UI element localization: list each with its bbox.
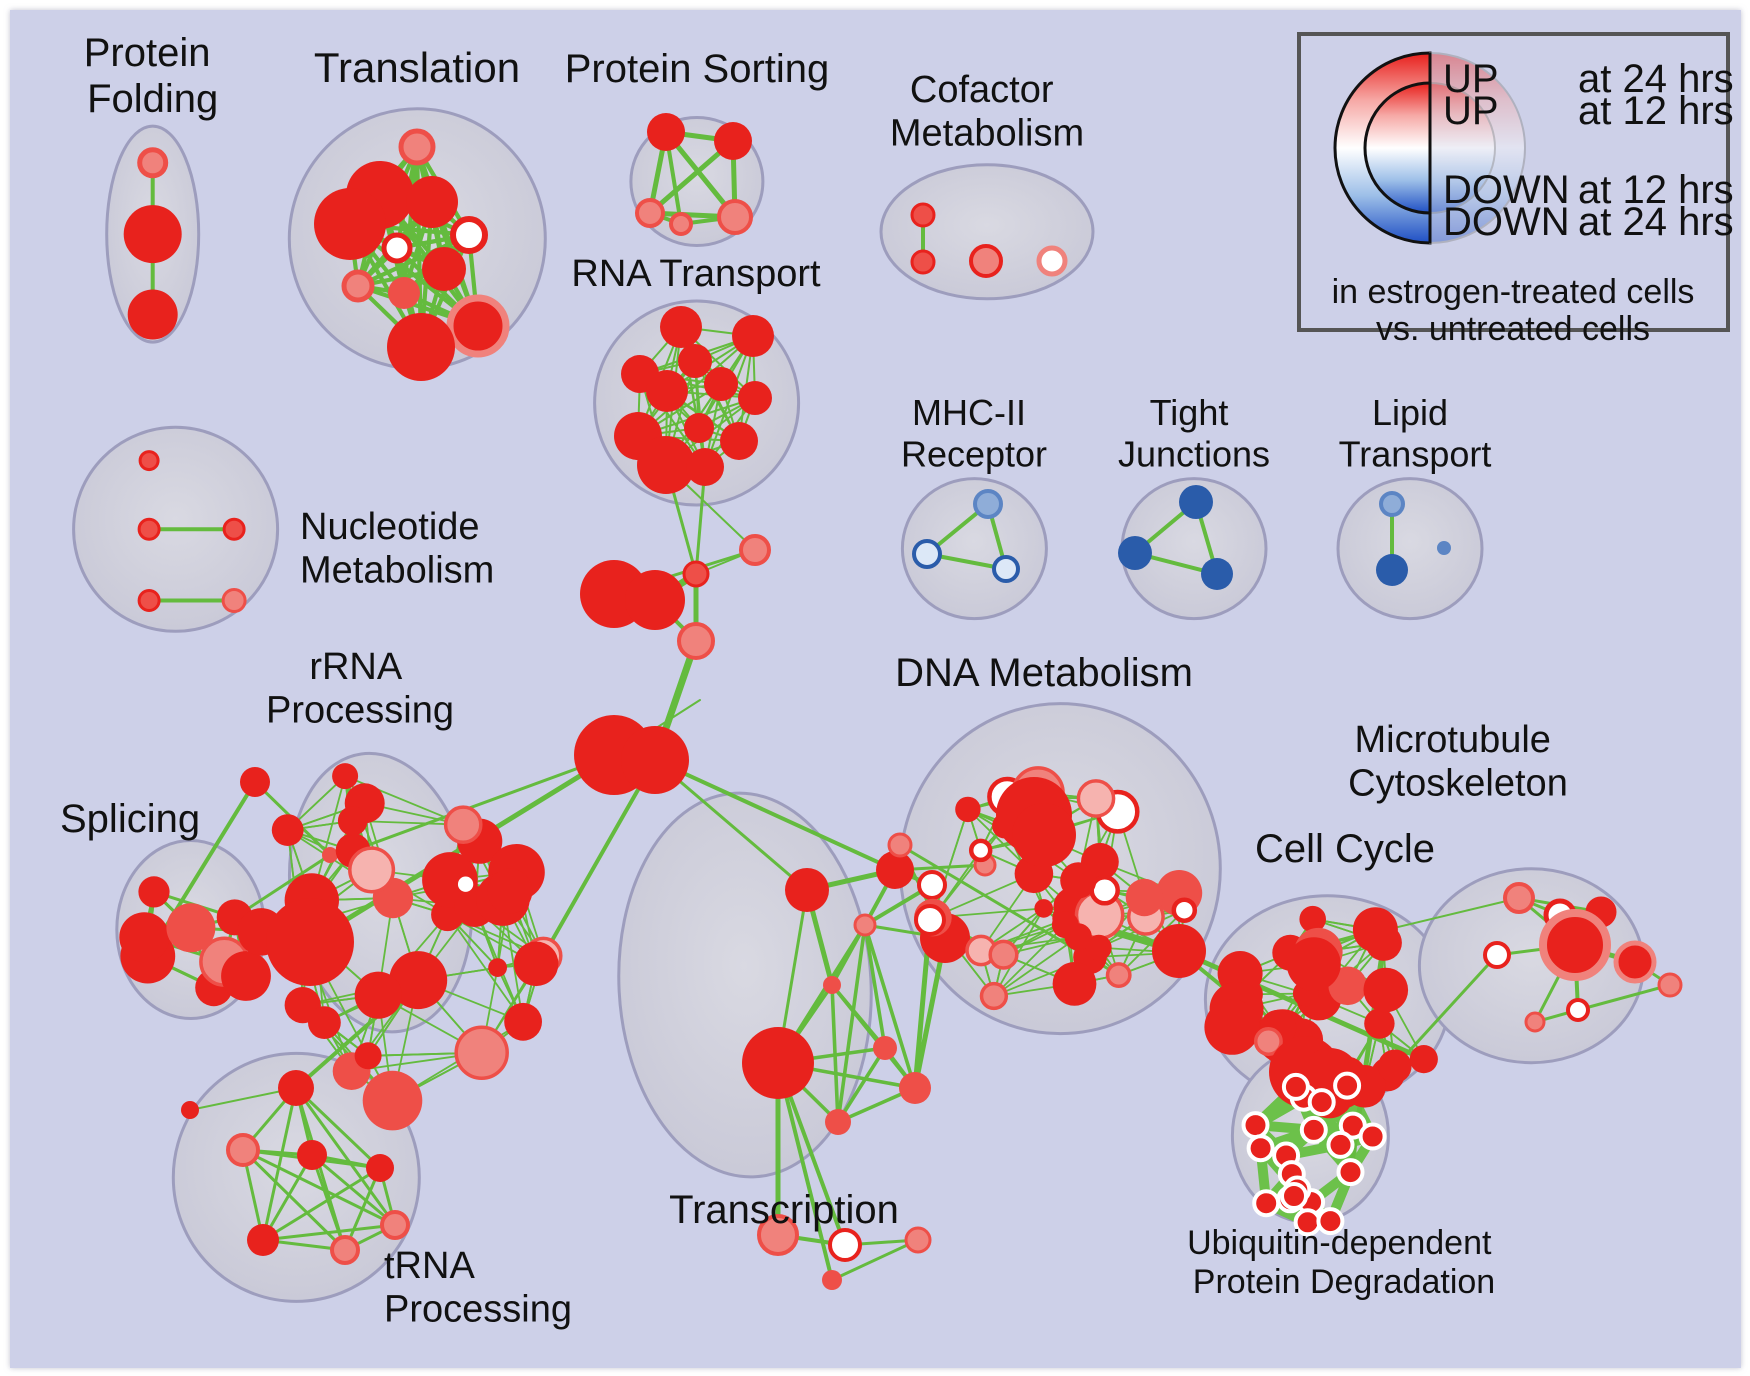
svg-text:at 12 hrs: at 12 hrs [1578,89,1734,133]
svg-text:Cell Cycle: Cell Cycle [1255,827,1435,871]
svg-text:MHC-II Receptor: MHC-II Receptor [901,392,1047,474]
svg-text:Splicing: Splicing [60,797,200,841]
svg-text:in estrogen-treated cells: in estrogen-treated cells [1332,273,1695,311]
svg-text:Ubiquitin-dependent Protein De: Ubiquitin-dependent Protein Degradation [1187,1224,1501,1301]
svg-text:at 24 hrs: at 24 hrs [1578,200,1734,244]
svg-text:Translation: Translation [314,44,520,91]
svg-text:vs. untreated cells: vs. untreated cells [1376,310,1650,348]
svg-text:Microtubule Cytoskeleton: Microtubule Cytoskeleton [1348,719,1568,805]
svg-text:DOWN: DOWN [1443,200,1570,244]
svg-text:RNA Transport: RNA Transport [571,253,821,295]
svg-text:Transcription: Transcription [669,1188,899,1232]
svg-text:Cofactor Metabolism: Cofactor Metabolism [890,69,1084,155]
svg-text:Protein Sorting: Protein Sorting [565,47,830,91]
svg-text:DNA Metabolism: DNA Metabolism [895,651,1193,695]
svg-text:UP: UP [1443,89,1499,133]
svg-text:Nucleotide Metabolism: Nucleotide Metabolism [300,506,494,592]
